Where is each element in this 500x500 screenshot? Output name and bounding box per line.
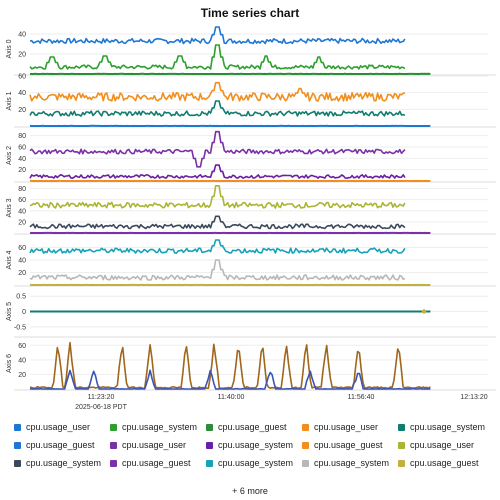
y-tick-label: 60 — [18, 74, 26, 81]
y-tick-label: 20 — [18, 270, 26, 277]
legend-swatch — [14, 441, 21, 449]
legend-item[interactable]: cpu.usage_guest — [398, 458, 479, 468]
legend-swatch — [14, 423, 21, 431]
y-tick-label: 40 — [18, 208, 26, 215]
y-tick-label: 40 — [18, 32, 26, 39]
y-axis-label: Axis 0 — [6, 39, 13, 58]
series-line — [29, 130, 406, 168]
legend-swatch — [398, 423, 405, 431]
legend-swatch — [14, 459, 21, 467]
legend-label: cpu.usage_user — [314, 422, 379, 432]
legend-label: cpu.usage_system — [218, 458, 294, 468]
y-tick-label: 60 — [18, 197, 26, 204]
chart-title: Time series chart — [200, 6, 300, 20]
y-tick-label: 80 — [18, 186, 26, 193]
y-axis-label: Axis 4 — [6, 250, 13, 269]
legend-item[interactable]: cpu.usage_guest — [110, 458, 191, 468]
y-tick-label: 40 — [18, 90, 26, 97]
legend-label: cpu.usage_guest — [410, 458, 479, 468]
y-axis-label: Axis 6 — [6, 354, 13, 373]
legend-swatch — [398, 441, 405, 449]
y-tick-label: 20 — [18, 167, 26, 174]
legend-swatch — [110, 441, 117, 449]
legend-label: cpu.usage_system — [122, 422, 198, 432]
legend-item[interactable]: cpu.usage_guest — [14, 440, 95, 450]
legend-label: cpu.usage_system — [26, 458, 102, 468]
legend-label: cpu.usage_system — [218, 440, 294, 450]
legend-item[interactable]: cpu.usage_user — [110, 440, 186, 450]
series-line — [29, 26, 406, 45]
y-tick-label: 80 — [18, 133, 26, 140]
legend-label: cpu.usage_user — [410, 440, 475, 450]
y-tick-label: 60 — [18, 145, 26, 152]
legend-label: cpu.usage_system — [314, 458, 390, 468]
legend-label: cpu.usage_guest — [26, 440, 95, 450]
y-tick-label: 60 — [18, 245, 26, 252]
y-tick-label: 0.5 — [16, 294, 26, 301]
legend-label: cpu.usage_guest — [314, 440, 383, 450]
legend-label: cpu.usage_system — [410, 422, 486, 432]
series-line — [29, 81, 406, 102]
legend-swatch — [398, 459, 405, 467]
y-tick-label: 40 — [18, 357, 26, 364]
legend-swatch — [206, 441, 213, 449]
y-tick-label: 20 — [18, 219, 26, 226]
legend-swatch — [206, 423, 213, 431]
data-point — [421, 309, 427, 314]
legend-item[interactable]: cpu.usage_guest — [302, 440, 383, 450]
chart-plot-area: Axis 0 20 40 Axis 1 20 40 60 Axis 2 20 40 60 80 Axis… — [6, 26, 496, 411]
y-tick-label: -0.5 — [14, 324, 26, 331]
y-axis-label: Axis 1 — [6, 91, 13, 110]
legend-item[interactable]: cpu.usage_user — [14, 422, 90, 432]
series-line — [29, 239, 406, 254]
y-axis-label: Axis 3 — [6, 198, 13, 217]
series-line — [29, 164, 406, 179]
x-tick-label: 12:13:20 — [460, 394, 487, 401]
y-tick-label: 40 — [18, 156, 26, 163]
show-more-legend-button[interactable]: + 6 more — [232, 486, 268, 496]
legend-item[interactable]: cpu.usage_system — [398, 422, 485, 432]
y-tick-label: 0 — [22, 309, 26, 316]
legend-item[interactable]: cpu.usage_guest — [206, 422, 287, 432]
legend-swatch — [110, 459, 117, 467]
legend-item[interactable]: cpu.usage_user — [302, 422, 378, 432]
y-tick-label: 20 — [18, 52, 26, 59]
legend-label: cpu.usage_user — [26, 422, 91, 432]
series-line — [29, 100, 406, 117]
y-axis-label: Axis 2 — [6, 146, 13, 165]
legend-item[interactable]: cpu.usage_system — [14, 458, 101, 468]
series-line — [29, 185, 406, 209]
y-tick-label: 20 — [18, 107, 26, 114]
legend-swatch — [302, 441, 309, 449]
legend-item[interactable]: cpu.usage_system — [110, 422, 197, 432]
legend-swatch — [302, 423, 309, 431]
legend-swatch — [302, 459, 309, 467]
legend-item[interactable]: cpu.usage_system — [206, 458, 293, 468]
x-tick-label: 11:40:00 — [218, 394, 245, 401]
legend-item[interactable]: cpu.usage_user — [398, 440, 474, 450]
y-tick-label: 20 — [18, 372, 26, 379]
x-date-label: 2025-06-18 PDT — [75, 404, 127, 411]
legend-label: cpu.usage_guest — [218, 422, 287, 432]
legend-label: cpu.usage_guest — [122, 458, 191, 468]
legend-swatch — [206, 459, 213, 467]
legend-item[interactable]: cpu.usage_system — [206, 440, 293, 450]
y-tick-label: 60 — [18, 343, 26, 350]
series-line — [29, 259, 406, 281]
x-tick-label: 11:56:40 — [348, 394, 375, 401]
x-tick-label: 11:23:20 — [88, 394, 115, 401]
legend-label: cpu.usage_user — [122, 440, 187, 450]
series-line — [29, 44, 406, 70]
y-axis-label: Axis 5 — [6, 302, 13, 321]
series-line — [29, 369, 431, 390]
series-line — [29, 215, 406, 230]
y-tick-label: 40 — [18, 258, 26, 265]
legend-swatch — [110, 423, 117, 431]
legend-item[interactable]: cpu.usage_system — [302, 458, 389, 468]
